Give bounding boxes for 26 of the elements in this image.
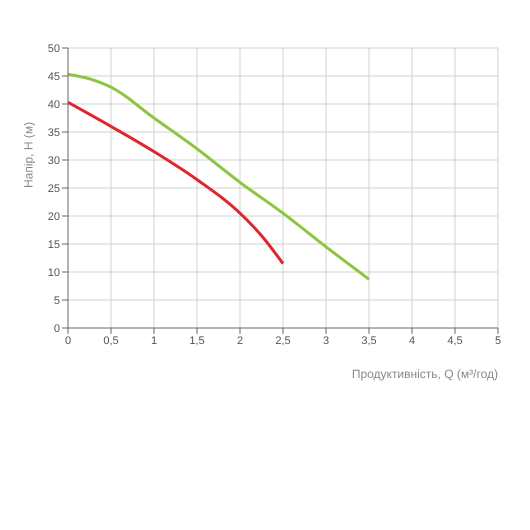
y-tick-label: 5 <box>54 294 60 307</box>
x-tick-label: 0,5 <box>103 334 119 347</box>
y-tick-label: 45 <box>48 70 60 83</box>
x-tick-label: 1 <box>150 334 158 347</box>
y-tick-label: 50 <box>48 42 60 55</box>
y-tick-label: 40 <box>48 98 60 111</box>
y-tick-label: 0 <box>54 322 60 335</box>
x-tick-label: 4,5 <box>447 334 463 347</box>
x-tick-label: 5 <box>494 334 502 347</box>
y-tick-label: 30 <box>48 154 60 167</box>
y-tick-label: 10 <box>48 266 60 279</box>
line-series <box>68 72 370 281</box>
x-tick-label: 3,5 <box>361 334 377 347</box>
x-tick-label: 4 <box>408 334 416 347</box>
y-tick-label: 20 <box>48 210 60 223</box>
line-series <box>68 100 284 266</box>
x-tick-label: 2 <box>236 334 244 347</box>
y-axis-title: Напір, Н (м) <box>21 122 36 188</box>
y-tick-label: 25 <box>48 182 60 195</box>
x-axis-title: Продуктивність, Q (м³/год) <box>352 367 498 381</box>
x-tick-label: 3 <box>322 334 330 347</box>
x-tick-label: 2,5 <box>275 334 291 347</box>
x-tick-label: 0 <box>64 334 72 347</box>
x-tick-label: 1,5 <box>189 334 205 347</box>
y-tick-label: 15 <box>48 238 60 251</box>
y-tick-label: 35 <box>48 126 60 139</box>
